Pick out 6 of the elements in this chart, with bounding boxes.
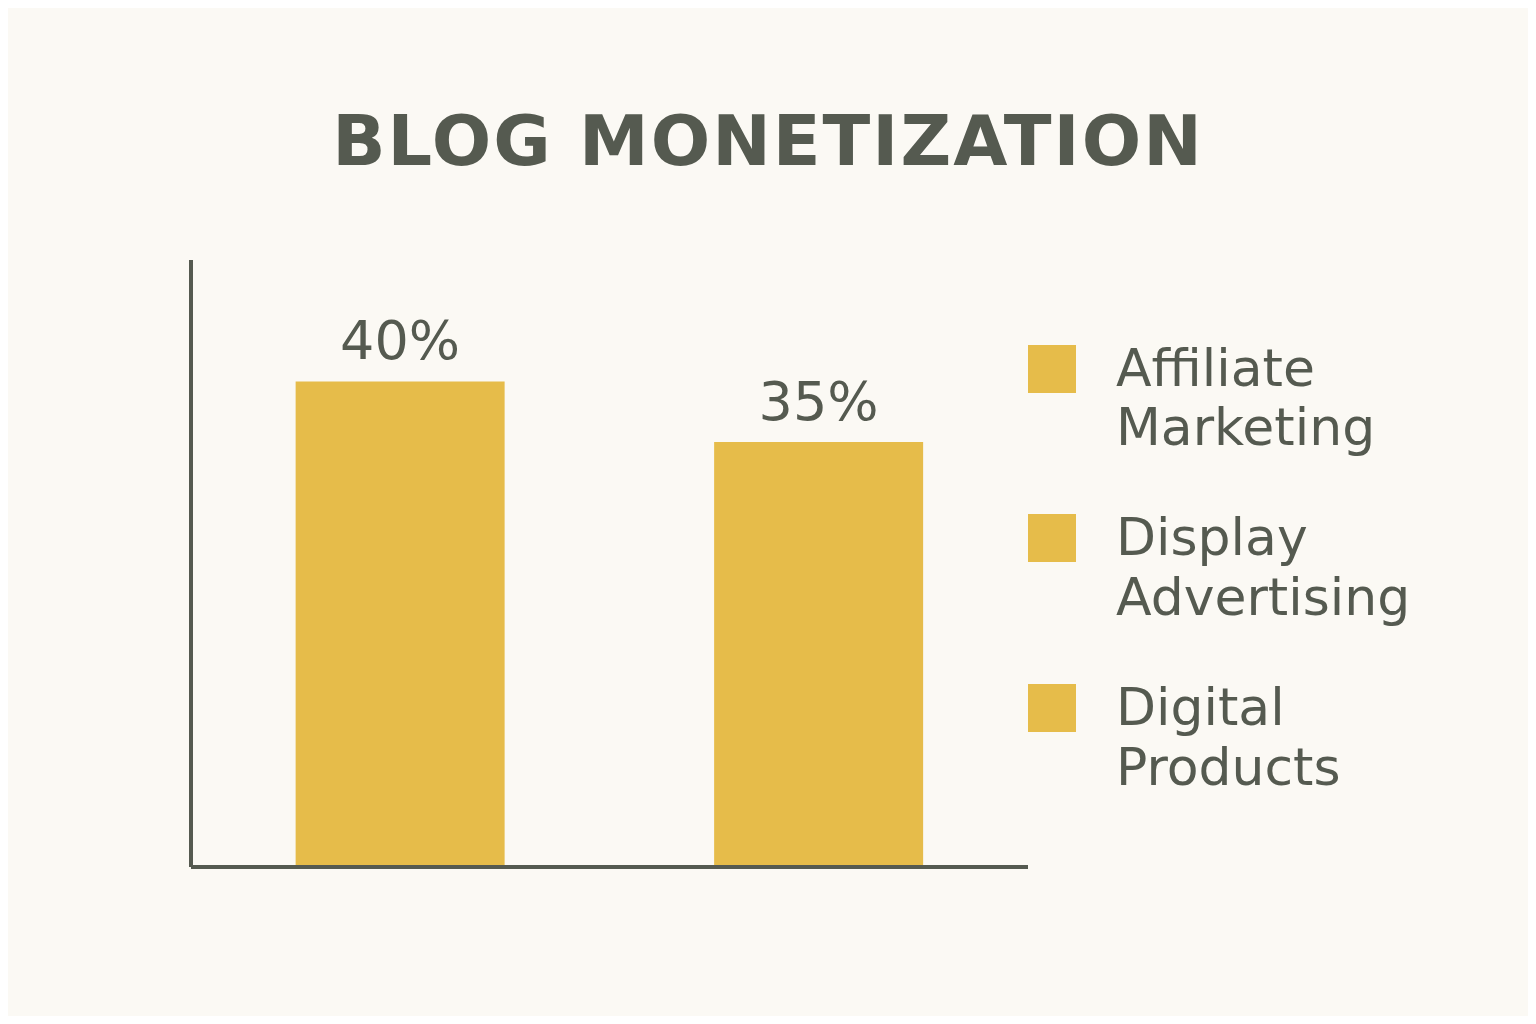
data-label: 35% (758, 370, 879, 434)
legend-label: Affiliate Marketing (1116, 337, 1377, 459)
data-label: 40% (340, 309, 461, 373)
chart-title: BLOG MONETIZATION (331, 100, 1205, 182)
legend-label: Digital Products (1116, 676, 1342, 798)
legend-label: Display Advertising (1116, 507, 1412, 628)
